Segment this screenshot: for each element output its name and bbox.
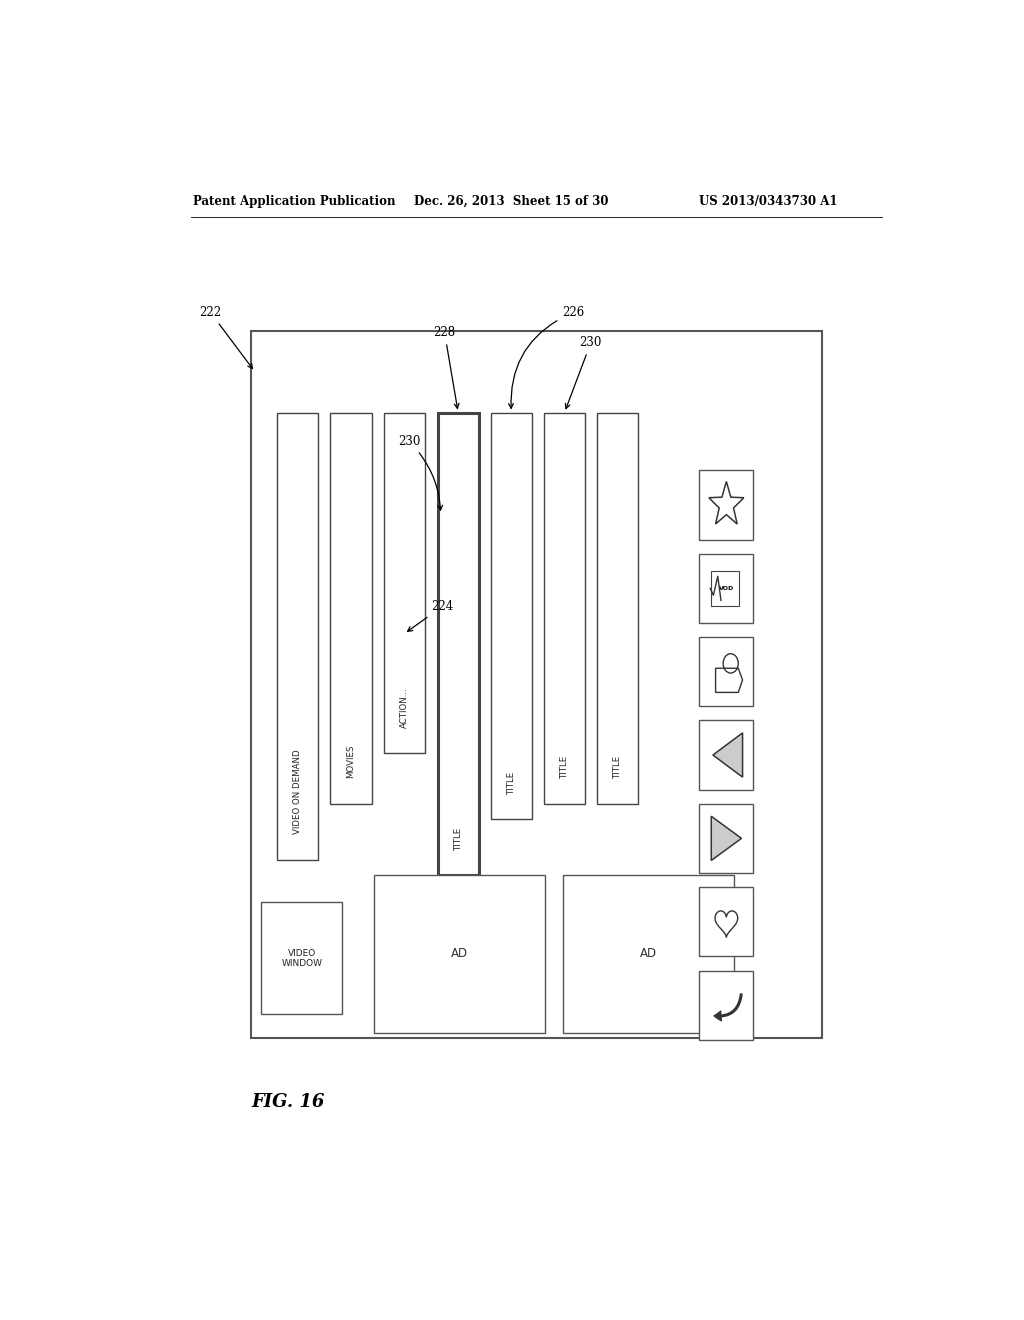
- Text: Patent Application Publication: Patent Application Publication: [194, 194, 395, 207]
- Bar: [699, 887, 754, 956]
- Bar: [331, 413, 372, 804]
- Text: US 2013/0343730 A1: US 2013/0343730 A1: [699, 194, 838, 207]
- Text: VIDEO
WINDOW: VIDEO WINDOW: [282, 949, 323, 968]
- Text: 230: 230: [397, 434, 442, 510]
- Bar: [261, 903, 342, 1014]
- Bar: [563, 875, 733, 1032]
- Polygon shape: [713, 733, 742, 777]
- Text: VIDEO ON DEMAND: VIDEO ON DEMAND: [293, 750, 302, 834]
- Text: 228: 228: [433, 326, 459, 408]
- Bar: [699, 970, 754, 1040]
- Bar: [699, 554, 754, 623]
- Bar: [597, 413, 638, 804]
- Bar: [699, 638, 754, 706]
- Polygon shape: [712, 816, 741, 861]
- Text: ACTION...: ACTION...: [399, 686, 409, 727]
- Text: TITLE: TITLE: [507, 771, 516, 793]
- Bar: [374, 875, 545, 1032]
- Text: 226: 226: [509, 306, 585, 408]
- Text: AD: AD: [451, 948, 468, 960]
- Bar: [699, 470, 754, 540]
- FancyArrowPatch shape: [714, 994, 742, 1020]
- Text: 230: 230: [565, 337, 602, 409]
- Text: MOVIES: MOVIES: [346, 744, 355, 779]
- Bar: [490, 413, 531, 818]
- Bar: [384, 413, 425, 752]
- Text: FIG. 16: FIG. 16: [251, 1093, 325, 1110]
- Bar: [699, 804, 754, 873]
- Text: 224: 224: [408, 601, 454, 631]
- Text: AD: AD: [640, 948, 656, 960]
- Bar: [437, 413, 479, 875]
- Text: 222: 222: [200, 306, 253, 368]
- Bar: [278, 413, 318, 859]
- Text: TITLE: TITLE: [613, 755, 623, 779]
- Bar: [544, 413, 585, 804]
- Bar: [251, 331, 822, 1038]
- Text: Dec. 26, 2013  Sheet 15 of 30: Dec. 26, 2013 Sheet 15 of 30: [414, 194, 608, 207]
- Text: TITLE: TITLE: [454, 826, 463, 850]
- Bar: [712, 572, 739, 606]
- Text: TITLE: TITLE: [560, 755, 569, 779]
- Text: VOD: VOD: [719, 586, 734, 591]
- Bar: [699, 721, 754, 789]
